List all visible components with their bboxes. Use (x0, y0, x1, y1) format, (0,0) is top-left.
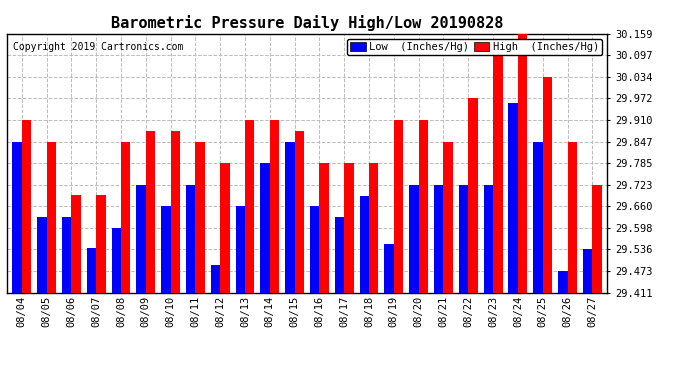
Bar (384, 244, 394, 292)
Bar (12, 142, 22, 292)
Bar (493, 55, 502, 292)
Bar (295, 131, 304, 292)
Bar (359, 196, 369, 292)
Bar (47, 142, 56, 292)
Bar (583, 249, 592, 292)
Bar (121, 142, 130, 292)
Bar (235, 206, 245, 292)
Title: Barometric Pressure Daily High/Low 20190828: Barometric Pressure Daily High/Low 20190… (111, 15, 503, 31)
Bar (567, 142, 577, 292)
Bar (344, 163, 354, 292)
Bar (319, 163, 329, 292)
Bar (469, 99, 477, 292)
Bar (112, 228, 121, 292)
Bar (37, 217, 47, 292)
Bar (96, 195, 106, 292)
Bar (220, 163, 230, 292)
Bar (335, 217, 344, 292)
Text: Copyright 2019 Cartronics.com: Copyright 2019 Cartronics.com (13, 42, 184, 51)
Bar (170, 131, 180, 292)
Bar (592, 184, 602, 292)
Bar (409, 184, 419, 292)
Bar (186, 184, 195, 292)
Bar (558, 271, 567, 292)
Bar (211, 265, 220, 292)
Bar (245, 120, 255, 292)
Bar (310, 206, 319, 292)
Bar (87, 248, 96, 292)
Bar (459, 184, 469, 292)
Bar (22, 120, 31, 292)
Legend: Low  (Inches/Hg), High  (Inches/Hg): Low (Inches/Hg), High (Inches/Hg) (347, 39, 602, 55)
Bar (394, 120, 403, 292)
Bar (543, 77, 552, 292)
Bar (518, 34, 527, 292)
Bar (161, 206, 170, 292)
Bar (270, 120, 279, 292)
Bar (146, 131, 155, 292)
Bar (369, 163, 379, 292)
Bar (419, 120, 428, 292)
Bar (434, 184, 444, 292)
Bar (444, 142, 453, 292)
Bar (484, 184, 493, 292)
Bar (260, 163, 270, 292)
Bar (195, 142, 205, 292)
Bar (71, 195, 81, 292)
Bar (285, 142, 295, 292)
Bar (509, 103, 518, 292)
Bar (137, 184, 146, 292)
Bar (533, 142, 543, 292)
Bar (62, 217, 71, 292)
